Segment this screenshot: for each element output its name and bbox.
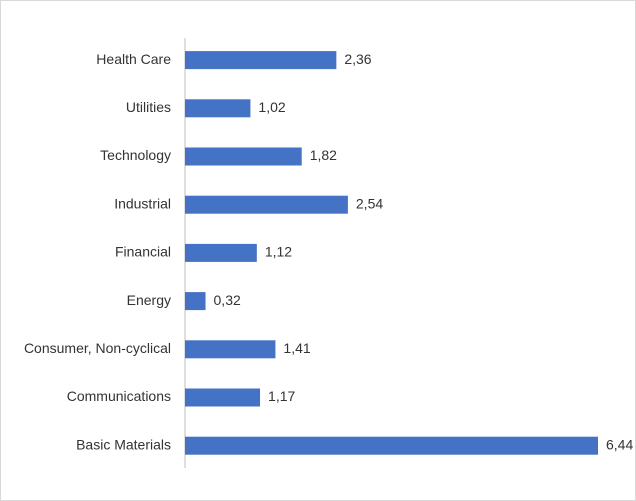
category-label: Communications bbox=[67, 388, 171, 404]
value-label: 1,02 bbox=[258, 99, 285, 115]
category-label: Technology bbox=[100, 147, 171, 163]
value-label: 1,82 bbox=[310, 147, 337, 163]
category-label: Consumer, Non-cyclical bbox=[24, 340, 171, 356]
bar bbox=[185, 340, 276, 359]
bar bbox=[185, 243, 257, 262]
value-label: 1,17 bbox=[268, 388, 295, 404]
category-label: Energy bbox=[127, 292, 171, 308]
value-label: 6,44 bbox=[606, 436, 633, 452]
bar bbox=[185, 436, 598, 455]
category-label: Health Care bbox=[96, 51, 171, 67]
bar bbox=[185, 51, 337, 70]
value-label: 0,32 bbox=[214, 292, 241, 308]
category-label: Basic Materials bbox=[76, 436, 171, 452]
bar bbox=[185, 292, 206, 311]
category-label: Financial bbox=[115, 244, 171, 260]
bar bbox=[185, 147, 302, 166]
value-label: 1,41 bbox=[283, 340, 310, 356]
bar bbox=[185, 388, 261, 407]
value-label: 1,12 bbox=[265, 244, 292, 260]
category-label: Utilities bbox=[126, 99, 171, 115]
value-label: 2,54 bbox=[356, 195, 383, 211]
bar bbox=[185, 195, 348, 214]
bar bbox=[185, 99, 251, 118]
value-label: 2,36 bbox=[344, 51, 371, 67]
category-label: Industrial bbox=[114, 195, 171, 211]
